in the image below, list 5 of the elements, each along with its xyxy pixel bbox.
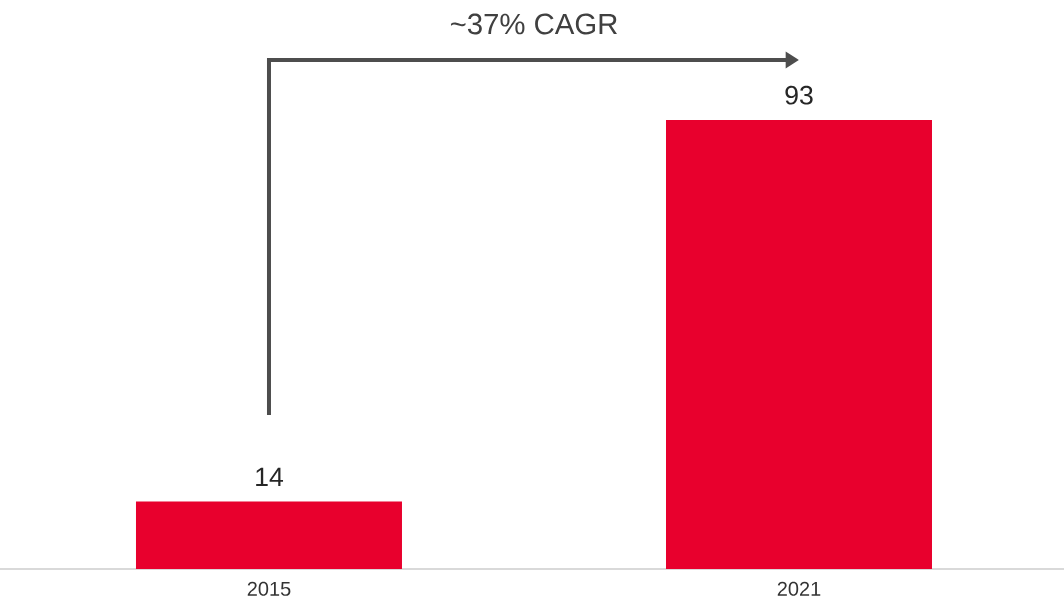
data-label: 93 xyxy=(785,85,813,105)
x-tick-label: 2015 xyxy=(247,581,291,596)
data-label: 14 xyxy=(256,467,284,487)
text: ~37% CAGR xyxy=(450,13,617,35)
x-tick-label: 2021 xyxy=(777,581,821,596)
